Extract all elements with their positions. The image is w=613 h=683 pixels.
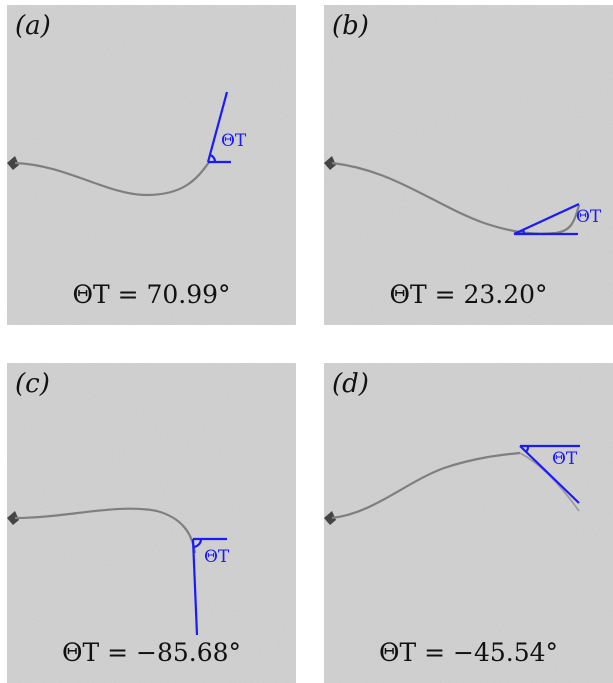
angle-overlay	[513, 203, 580, 236]
theta-label: ΘT	[204, 547, 230, 567]
photo-grain	[7, 363, 296, 683]
clamp	[324, 511, 336, 525]
clamp	[7, 511, 19, 525]
angle-overlay	[206, 91, 231, 164]
filament	[14, 507, 197, 554]
tangent-line	[206, 91, 229, 163]
photo-grain	[324, 5, 613, 325]
tangent-line	[191, 538, 199, 636]
filament	[331, 451, 521, 520]
panel-b: (b) ΘT ΘT = 23.20°	[324, 5, 613, 325]
angle-caption: ΘT = 70.99°	[72, 280, 231, 309]
angle-arc	[209, 153, 217, 163]
panel-c: (c) ΘT ΘT = −85.68°	[7, 363, 296, 683]
panel-d: (d) ΘT ΘT = −45.54°	[324, 363, 613, 683]
photo-b	[324, 5, 613, 325]
angle-arc	[521, 229, 526, 235]
panel-a: (a) ΘT ΘT = 70.99°	[7, 5, 296, 325]
photo-grain	[324, 363, 613, 683]
clamp	[7, 156, 19, 170]
tangent-line	[513, 203, 580, 235]
photo-d	[324, 363, 613, 683]
panel-tag: (d)	[332, 369, 369, 399]
clamp	[324, 156, 336, 170]
panel-tag: (b)	[332, 11, 369, 41]
panel-tag: (a)	[15, 11, 51, 41]
angle-overlay	[519, 444, 580, 504]
panel-tag: (c)	[15, 369, 50, 399]
filament	[331, 161, 581, 235]
photo-grain	[7, 5, 296, 325]
theta-label: ΘT	[576, 207, 602, 227]
theta-label: ΘT	[221, 131, 247, 151]
angle-caption: ΘT = −85.68°	[61, 638, 242, 667]
photo-c	[7, 363, 296, 683]
filament	[14, 161, 210, 197]
angle-caption: ΘT = −45.54°	[378, 638, 559, 667]
angle-caption: ΘT = 23.20°	[389, 280, 548, 309]
theta-label: ΘT	[552, 449, 578, 469]
tangent-line	[519, 445, 580, 504]
angle-arc	[192, 538, 203, 549]
photo-a	[7, 5, 296, 325]
angle-arc	[525, 445, 530, 453]
angle-overlay	[191, 537, 227, 636]
